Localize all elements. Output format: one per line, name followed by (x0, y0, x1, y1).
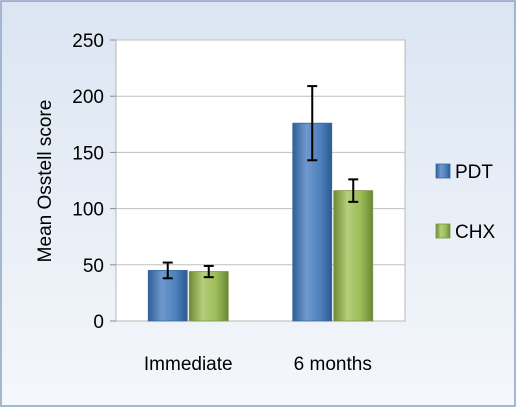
error-bar-PDT-1 (307, 85, 318, 162)
x-tick-label: Immediate (144, 354, 233, 375)
error-bar-CHX-1 (348, 178, 359, 203)
y-tick-label: 200 (72, 87, 104, 108)
y-tick-label: 250 (72, 31, 104, 52)
legend-label: PDT (455, 162, 493, 183)
legend-item-PDT: PDT (435, 162, 493, 183)
bar-CHX-0 (188, 271, 229, 322)
error-bars (162, 85, 359, 280)
y-axis-label: Mean Osstell score (35, 100, 56, 263)
x-axis-ticks: Immediate 6 months (144, 354, 372, 375)
legend: PDT CHX (435, 162, 495, 243)
bars (147, 122, 374, 322)
bar-CHX-1 (333, 190, 374, 322)
y-tick-label: 100 (72, 200, 104, 221)
gridlines (116, 39, 405, 266)
x-tick-label: 6 months (294, 354, 372, 375)
error-bar-PDT-0 (162, 261, 173, 280)
legend-item-CHX: CHX (435, 222, 495, 243)
y-axis-ticks: 0 50 100 150 200 250 (72, 31, 116, 333)
y-tick-label: 0 (93, 312, 104, 333)
y-tick-label: 50 (83, 256, 104, 277)
error-bar-CHX-0 (203, 264, 214, 279)
legend-swatch (435, 223, 451, 239)
legend-swatch (435, 163, 451, 179)
legend-label: CHX (455, 222, 495, 243)
y-tick-label: 150 (72, 143, 104, 164)
